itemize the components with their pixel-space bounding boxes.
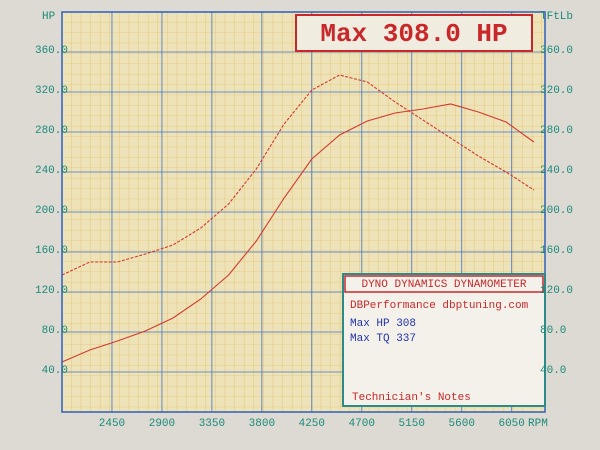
y-tick-label: 360.0 [35, 45, 68, 57]
series-line [61, 74, 535, 276]
y-tick-label: 80.0 [42, 325, 68, 337]
y2-tick-label: 360.0 [540, 45, 573, 57]
y-tick-label: 160.0 [35, 245, 68, 257]
lines [61, 74, 535, 363]
x-tick-label: 2900 [149, 418, 175, 430]
y2-tick-label: 40.0 [540, 365, 566, 377]
title-box [295, 14, 533, 52]
x-tick-label: 4250 [299, 418, 325, 430]
info-box [342, 273, 546, 407]
y-tick-label: 240.0 [35, 165, 68, 177]
y-tick-label: 280.0 [35, 125, 68, 137]
info-title-box [344, 275, 544, 293]
x-tick-label: 6050 [498, 418, 524, 430]
info-line: Max HP 308 [350, 318, 416, 330]
x-axis-title: RPM [528, 418, 548, 430]
y-axis-title: HP [42, 11, 56, 23]
y-tick-label: 200.0 [35, 205, 68, 217]
info-footer: Technician's Notes [352, 392, 471, 404]
y2-tick-label: 80.0 [540, 325, 566, 337]
x-tick-label: 5150 [399, 418, 425, 430]
y2-tick-label: 120.0 [540, 285, 573, 297]
series-line [61, 103, 535, 363]
y2-tick-label: 280.0 [540, 125, 573, 137]
info-line: Max TQ 337 [350, 333, 416, 345]
x-tick-label: 4700 [349, 418, 375, 430]
y2-tick-label: 320.0 [540, 85, 573, 97]
y2-tick-label: 200.0 [540, 205, 573, 217]
plot-frame [61, 11, 546, 413]
info-title: DYNO DYNAMICS DYNAMOMETER [361, 279, 526, 291]
y-tick-label: 40.0 [42, 365, 68, 377]
x-tick-label: 2450 [99, 418, 125, 430]
y2-tick-label: 240.0 [540, 165, 573, 177]
y-tick-label: 120.0 [35, 285, 68, 297]
y-tick-label: 320.0 [35, 85, 68, 97]
chart-title: Max 308.0 HP [320, 19, 507, 49]
y2-tick-label: 160.0 [540, 245, 573, 257]
info-line: DBPerformance dbptuning.com [350, 300, 529, 312]
y2-axis-title: lFtLb [540, 11, 573, 23]
x-tick-label: 3800 [249, 418, 275, 430]
x-tick-label: 3350 [199, 418, 225, 430]
x-tick-label: 5600 [449, 418, 475, 430]
